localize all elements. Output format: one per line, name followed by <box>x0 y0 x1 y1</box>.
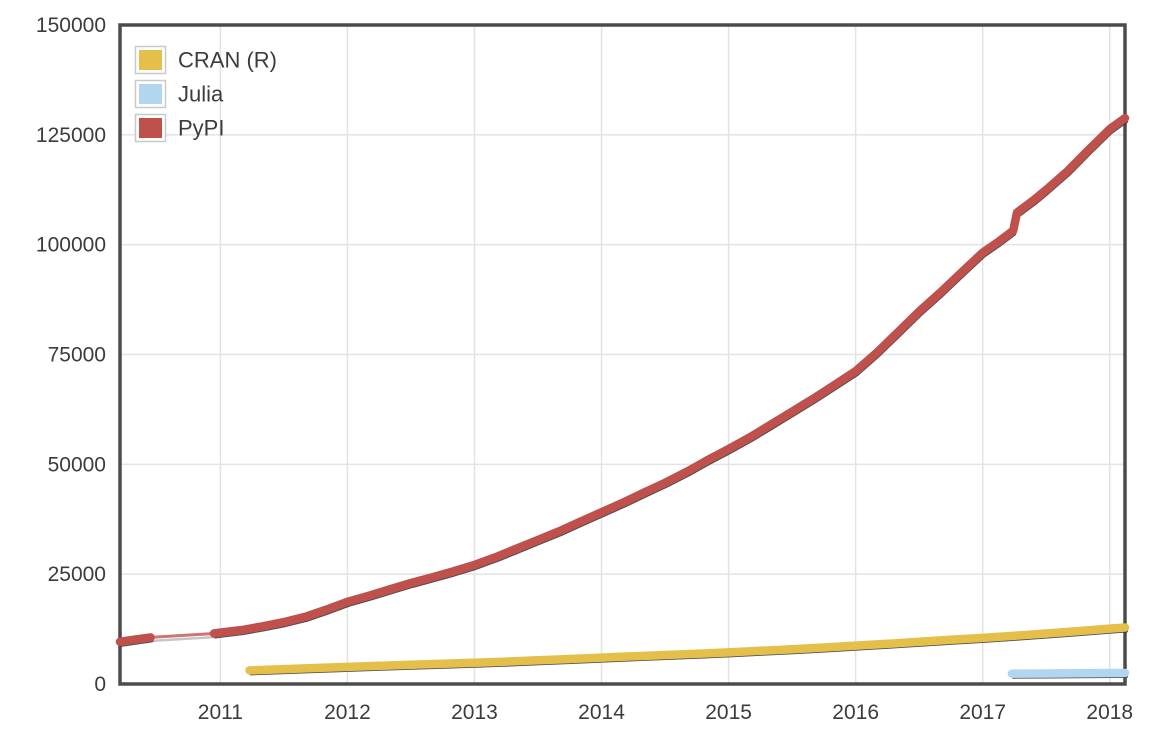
x-axis-tick-label: 2017 <box>959 701 1006 724</box>
pypi-line <box>209 113 1130 638</box>
cran-r-line <box>245 623 1130 675</box>
y-axis-tick-label: 25000 <box>48 563 106 586</box>
legend-swatch-cran <box>139 50 162 70</box>
y-axis-tick-label: 125000 <box>36 124 106 147</box>
y-axis-tick-label: 0 <box>94 673 106 696</box>
x-axis-tick-label: 2016 <box>832 701 879 724</box>
legend-label-cran: CRAN (R) <box>178 48 277 73</box>
pypi-line-shadow <box>214 120 1128 639</box>
legend-label-pypi: PyPI <box>178 116 224 141</box>
pypi-gap-shadow <box>150 635 217 643</box>
y-axis-tick-label: 100000 <box>36 234 106 257</box>
x-axis-tick-label: 2013 <box>451 701 498 724</box>
legend-swatch-julia <box>139 84 162 104</box>
pypi-early-line <box>115 633 155 647</box>
y-axis-tick-label: 75000 <box>48 344 106 367</box>
x-axis-tick-label: 2018 <box>1086 701 1133 724</box>
x-axis-tick-label: 2014 <box>578 701 625 724</box>
y-axis-tick-label: 50000 <box>48 453 106 476</box>
julia-line <box>1007 668 1130 678</box>
x-axis-tick-label: 2011 <box>198 701 243 724</box>
x-axis-tick-label: 2012 <box>324 701 371 724</box>
legend-swatch-pypi <box>139 118 162 138</box>
x-axis-tick-label: 2015 <box>705 701 752 724</box>
legend-label-julia: Julia <box>178 82 224 107</box>
plot-border <box>118 23 1127 686</box>
pypi-gap-segment <box>149 632 216 639</box>
y-axis-tick-label: 150000 <box>36 14 106 37</box>
